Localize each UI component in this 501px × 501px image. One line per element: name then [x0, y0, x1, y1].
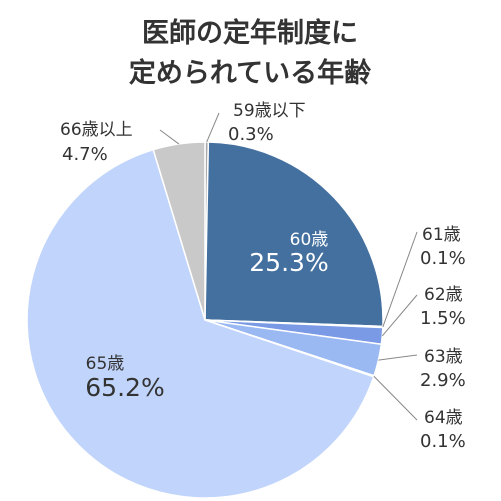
slice-pct-60: 25.3%	[249, 248, 328, 277]
leader-line-66plus	[159, 129, 180, 145]
leader-line-63	[378, 354, 418, 361]
pie-slice-65	[26, 148, 375, 499]
slice-pct-62: 1.5%	[420, 308, 466, 329]
slice-label-65: 65歳	[86, 354, 125, 374]
slice-pct-61: 0.1%	[420, 248, 466, 269]
leader-lines	[159, 112, 418, 421]
slice-label-59: 59歳以下	[233, 101, 306, 121]
slice-label-64: 64歳	[424, 408, 463, 428]
leader-line-59	[206, 112, 220, 143]
chart-title-line-2: 定められている年齢	[129, 57, 371, 89]
slice-label-60: 60歳	[290, 230, 329, 250]
pie-slice-66plus	[152, 141, 206, 321]
slice-pct-65: 65.2%	[85, 373, 164, 402]
slice-pct-59: 0.3%	[228, 124, 274, 145]
pie-slice-60	[204, 141, 384, 328]
leader-line-61	[382, 231, 418, 328]
slice-label-66plus: 66歳以上	[60, 120, 133, 140]
leader-line-62	[381, 294, 418, 337]
slice-label-63: 63歳	[424, 347, 463, 367]
chart-title-line-1: 医師の定年制度に	[142, 17, 358, 49]
slice-pct-64: 0.1%	[420, 431, 466, 452]
slice-label-61: 61歳	[422, 225, 461, 245]
pie-slices	[26, 141, 384, 499]
leader-line-64	[373, 375, 418, 421]
slice-pct-63: 2.9%	[420, 370, 466, 391]
slice-pct-66plus: 4.7%	[62, 144, 108, 165]
slice-label-62: 62歳	[424, 285, 463, 305]
